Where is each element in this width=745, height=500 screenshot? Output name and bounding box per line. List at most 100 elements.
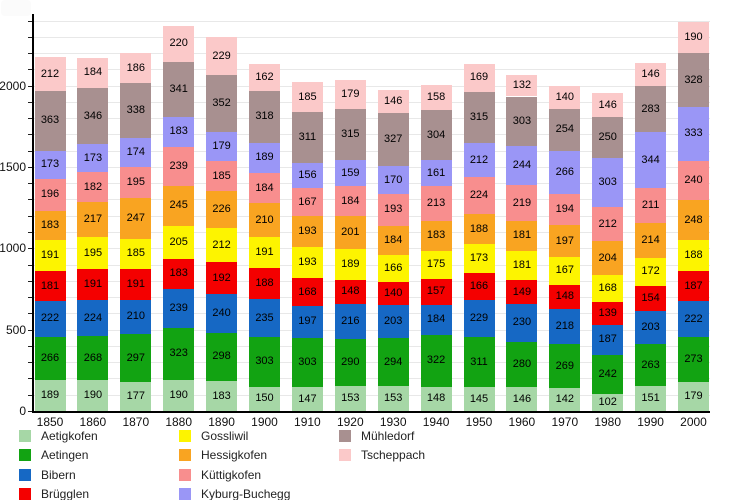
bar-segment-br-gglen: 168 xyxy=(291,278,323,306)
y-axis-tick xyxy=(28,313,32,315)
bar-segment-value: 190 xyxy=(684,31,703,44)
bar-segment-br-gglen: 139 xyxy=(592,301,624,325)
bar-segment-value: 230 xyxy=(512,316,532,329)
bar-segment-k-ttigkofen: 224 xyxy=(463,177,495,214)
bar-segment-value: 229 xyxy=(469,311,489,324)
bar-segment-value: 156 xyxy=(298,169,317,182)
bar-segment-kyburg-buchegg: 156 xyxy=(291,163,323,189)
y-axis-tick xyxy=(28,280,32,282)
bar-segment-k-ttigkofen: 193 xyxy=(377,194,409,226)
bar-segment-value: 183 xyxy=(212,389,231,402)
bar-segment-value: 303 xyxy=(598,175,617,188)
grid-line xyxy=(32,215,710,217)
bar-segment-aetigkofen: 150 xyxy=(249,386,280,411)
bar-segment-value: 273 xyxy=(684,353,703,366)
bar-segment-value: 183 xyxy=(169,125,188,138)
bar-segment-value: 220 xyxy=(169,37,188,50)
bar-segment-tscheppach: 179 xyxy=(334,80,366,110)
bar-segment-m-hledorf: 303 xyxy=(506,96,538,146)
y-axis-tick xyxy=(28,166,32,168)
y-axis-tick xyxy=(28,378,32,380)
bar-segment-aetingen: 280 xyxy=(506,341,538,388)
bar-segment-value: 175 xyxy=(426,258,446,271)
bar-segment-value: 203 xyxy=(641,320,660,333)
bar-segment-hessigkofen: 184 xyxy=(377,225,409,256)
x-axis-label: 1890 xyxy=(208,415,235,429)
legend-item-br-gglen: Brügglen xyxy=(19,487,89,500)
bar-segment-value: 341 xyxy=(169,82,188,95)
bar-segment-value: 212 xyxy=(212,238,231,251)
x-axis-label: 1850 xyxy=(36,415,64,429)
legend-item-tscheppach: Tscheppach xyxy=(339,448,425,462)
bar-segment-br-gglen: 191 xyxy=(120,268,152,300)
legend-color-swatch xyxy=(19,468,31,481)
bar-segment-value: 195 xyxy=(126,175,145,188)
bar-segment-aetigkofen: 145 xyxy=(463,387,495,411)
bar-segment-tscheppach: 146 xyxy=(635,62,667,87)
bar-segment-aetingen: 303 xyxy=(291,337,323,388)
bar-segment-k-ttigkofen: 195 xyxy=(120,166,152,199)
bar-segment-bibern: 203 xyxy=(635,310,667,344)
grid-line xyxy=(32,313,710,315)
legend-item-kyburg-buchegg: Kyburg-Buchegg xyxy=(179,487,290,500)
bar-segment-value: 250 xyxy=(598,130,617,143)
bar-segment-aetingen: 323 xyxy=(163,327,195,381)
bar-segment-gossliwil: 166 xyxy=(377,255,409,283)
bar-segment-kyburg-buchegg: 183 xyxy=(163,117,195,147)
bar-segment-hessigkofen: 245 xyxy=(163,185,195,226)
bar-segment-value: 210 xyxy=(126,310,145,323)
bar-segment-aetigkofen: 147 xyxy=(291,387,323,411)
grid-line xyxy=(32,118,710,120)
bar-segment-value: 224 xyxy=(469,189,489,202)
bar-segment-value: 239 xyxy=(169,301,188,314)
bar-segment-gossliwil: 167 xyxy=(549,257,581,285)
bar-segment-value: 311 xyxy=(470,355,488,368)
bar-segment-bibern: 239 xyxy=(163,288,195,328)
bar-segment-value: 193 xyxy=(298,256,317,269)
bar-segment-m-hledorf: 352 xyxy=(206,74,238,132)
bar-segment-br-gglen: 188 xyxy=(249,268,280,300)
grid-line xyxy=(32,378,710,380)
bar-segment-m-hledorf: 327 xyxy=(377,113,409,167)
bar-segment-m-hledorf: 304 xyxy=(420,110,452,160)
x-axis-label: 1970 xyxy=(551,415,579,429)
x-axis-label: 1860 xyxy=(79,415,107,429)
legend-item-hessigkofen: Hessigkofen xyxy=(179,448,267,462)
grid-line xyxy=(32,280,710,282)
bar-segment-value: 363 xyxy=(40,114,60,127)
legend-label: Gossliwil xyxy=(201,429,249,443)
y-axis-tick xyxy=(28,20,32,22)
bar-segment-value: 190 xyxy=(169,389,188,402)
bar-segment-bibern: 218 xyxy=(549,308,581,345)
bar-segment-aetingen: 311 xyxy=(463,336,495,388)
bar-segment-m-hledorf: 250 xyxy=(592,117,624,158)
legend-color-swatch xyxy=(19,430,31,442)
bar-segment-aetigkofen: 179 xyxy=(678,381,709,411)
bar-segment-hessigkofen: 181 xyxy=(506,221,538,251)
y-axis-label: 0 xyxy=(19,404,26,418)
legend-color-swatch xyxy=(339,449,351,462)
bar-segment-m-hledorf: 311 xyxy=(291,112,323,164)
bar-segment-value: 169 xyxy=(469,71,489,84)
bar-segment-value: 239 xyxy=(169,159,188,172)
bar-segment-bibern: 216 xyxy=(334,303,366,339)
bar-segment-aetigkofen: 153 xyxy=(377,386,409,411)
bar-segment-value: 140 xyxy=(384,287,403,300)
bar-segment-m-hledorf: 341 xyxy=(163,61,195,117)
bar-segment-value: 181 xyxy=(512,229,532,242)
bar-segment-value: 235 xyxy=(255,311,274,324)
bar-segment-value: 218 xyxy=(555,319,574,332)
bar-segment-value: 181 xyxy=(40,279,60,292)
bar-segment-tscheppach: 220 xyxy=(163,25,195,62)
bar-segment-kyburg-buchegg: 212 xyxy=(463,142,495,178)
bar-segment-value: 248 xyxy=(684,213,703,226)
bar-segment-hessigkofen: 217 xyxy=(77,201,109,238)
bar-segment-value: 346 xyxy=(83,109,103,122)
bar-segment-value: 148 xyxy=(426,392,446,405)
bar-segment-br-gglen: 191 xyxy=(77,268,109,301)
bar-segment-k-ttigkofen: 167 xyxy=(291,188,323,216)
bar-segment-aetingen: 268 xyxy=(77,336,109,381)
legend-label: Aetingen xyxy=(41,448,89,463)
bar-segment-value: 247 xyxy=(126,211,145,224)
bar-segment-value: 168 xyxy=(598,281,617,294)
